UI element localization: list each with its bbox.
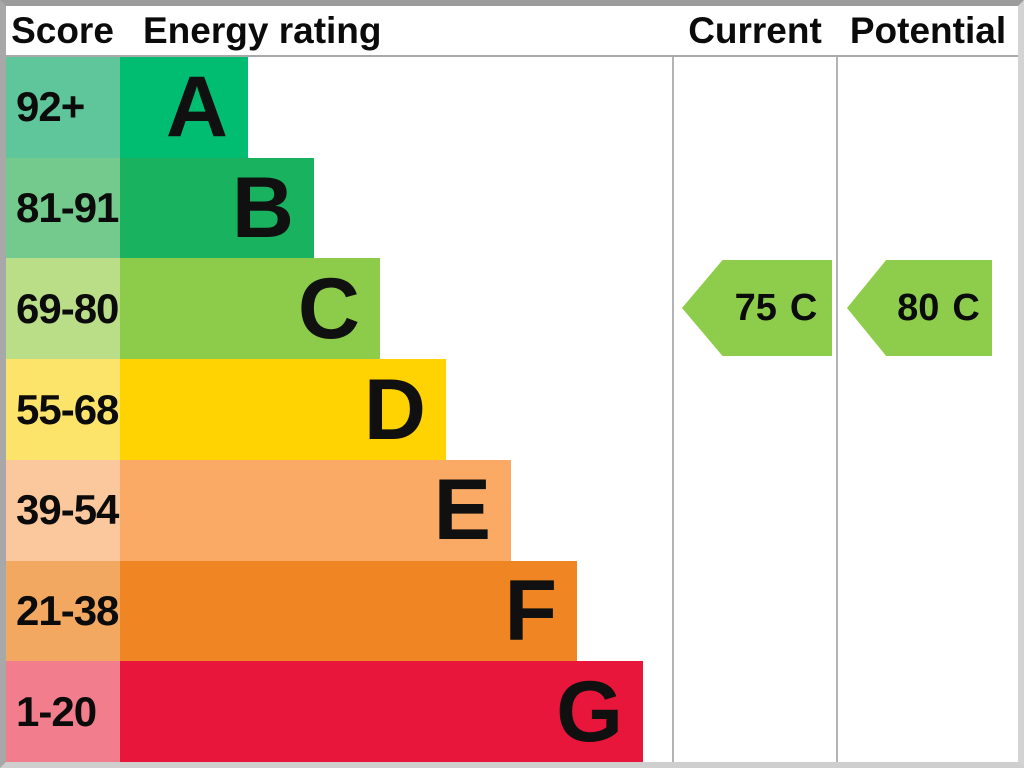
rating-bar-e: E xyxy=(120,459,511,561)
divider-current-potential xyxy=(836,6,838,762)
band-row-d: 55-68 D xyxy=(6,359,1018,460)
rating-band-rows: 92+ A 81-91 B 69-80 C 55-68 D 39-54 E 21… xyxy=(6,57,1018,762)
potential-rating-value: 80 xyxy=(897,286,940,329)
potential-rating-grade: C xyxy=(952,286,980,329)
header-score-label: Score xyxy=(11,10,114,51)
band-row-c: 69-80 C xyxy=(6,258,1018,360)
band-row-g: 1-20 G xyxy=(6,661,1018,762)
band-row-a: 92+ A xyxy=(6,57,1018,158)
score-range-g: 1-20 xyxy=(6,661,120,762)
rating-bar-d: D xyxy=(120,359,446,460)
header-energy-rating-label: Energy rating xyxy=(143,10,382,51)
rating-bar-a: A xyxy=(120,57,248,158)
score-range-b: 81-91 xyxy=(6,157,120,259)
score-range-d: 55-68 xyxy=(6,359,120,460)
header-potential-label: Potential xyxy=(849,10,1007,51)
band-row-e: 39-54 E xyxy=(6,459,1018,561)
rating-bar-b: B xyxy=(120,157,314,259)
divider-energy-current xyxy=(672,6,674,762)
current-rating-grade: C xyxy=(789,286,818,329)
rating-bar-f: F xyxy=(120,560,577,662)
score-range-f: 21-38 xyxy=(6,560,120,662)
chart-header-row: Score Energy rating Current Potential xyxy=(6,6,1018,57)
band-row-f: 21-38 F xyxy=(6,560,1018,662)
current-rating-value: 75 xyxy=(734,286,777,329)
score-range-c: 69-80 xyxy=(6,258,120,360)
score-range-e: 39-54 xyxy=(6,459,120,561)
band-row-b: 81-91 B xyxy=(6,157,1018,259)
header-current-label: Current xyxy=(688,10,822,51)
score-range-a: 92+ xyxy=(6,57,120,158)
rating-bar-g: G xyxy=(120,661,643,762)
rating-bar-c: C xyxy=(120,258,380,360)
